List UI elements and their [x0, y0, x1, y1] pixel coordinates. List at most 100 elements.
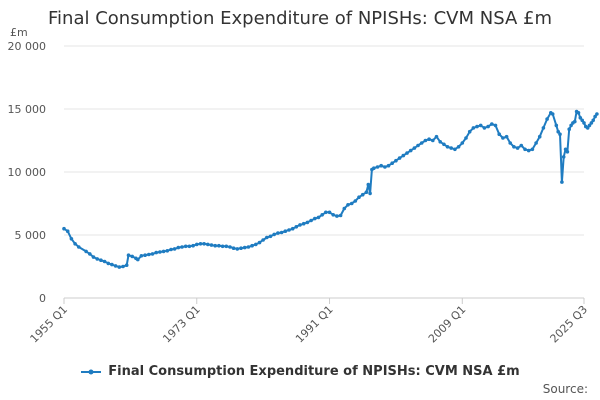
data-point[interactable] [576, 111, 581, 115]
data-point[interactable] [327, 210, 332, 215]
data-point[interactable] [364, 190, 369, 194]
data-point[interactable] [423, 138, 428, 143]
data-point[interactable] [298, 223, 302, 227]
data-point[interactable] [558, 132, 562, 136]
data-point[interactable] [534, 141, 538, 145]
data-point[interactable] [84, 249, 88, 254]
data-point[interactable] [147, 252, 151, 257]
data-point[interactable] [486, 124, 490, 129]
data-point[interactable] [519, 143, 524, 148]
data-point[interactable] [294, 225, 299, 229]
data-point[interactable] [261, 238, 265, 242]
data-point[interactable] [580, 118, 584, 123]
data-point[interactable] [508, 141, 512, 145]
data-point[interactable] [95, 257, 99, 261]
data-point[interactable] [537, 134, 542, 139]
data-point[interactable] [390, 161, 395, 165]
data-point[interactable] [501, 136, 505, 140]
data-point[interactable] [121, 264, 125, 269]
data-point[interactable] [198, 242, 203, 246]
data-point[interactable] [209, 243, 214, 247]
data-point[interactable] [88, 252, 92, 256]
data-point[interactable] [338, 213, 343, 218]
data-point[interactable] [287, 228, 291, 232]
data-point[interactable] [161, 249, 166, 254]
data-point[interactable] [220, 244, 225, 249]
data-point[interactable] [172, 247, 177, 251]
data-point[interactable] [202, 242, 206, 246]
data-point[interactable] [349, 201, 354, 206]
data-point[interactable] [154, 250, 158, 255]
data-point[interactable] [320, 213, 325, 217]
data-point[interactable] [375, 165, 380, 169]
data-point[interactable] [595, 112, 599, 116]
data-point[interactable] [77, 245, 81, 249]
data-point[interactable] [442, 142, 446, 147]
data-point[interactable] [512, 145, 516, 149]
data-point[interactable] [482, 126, 487, 130]
data-point[interactable] [165, 249, 170, 253]
data-point[interactable] [126, 253, 131, 257]
data-point[interactable] [73, 242, 77, 246]
data-point[interactable] [475, 124, 479, 129]
data-point[interactable] [158, 250, 162, 254]
data-point[interactable] [561, 155, 566, 159]
data-point[interactable] [235, 247, 240, 251]
data-point[interactable] [136, 257, 140, 262]
data-point[interactable] [578, 116, 583, 120]
data-point[interactable] [431, 138, 435, 143]
data-point[interactable] [464, 136, 468, 140]
data-point[interactable] [143, 253, 147, 257]
data-point[interactable] [228, 245, 232, 249]
data-point[interactable] [504, 134, 509, 139]
data-point[interactable] [419, 141, 424, 145]
legend[interactable]: Final Consumption Expenditure of NPISHs:… [0, 364, 600, 379]
data-point[interactable] [342, 206, 347, 211]
data-point[interactable] [130, 254, 134, 259]
data-point[interactable] [515, 146, 520, 150]
data-point[interactable] [102, 259, 107, 264]
data-point[interactable] [383, 165, 387, 169]
data-point[interactable] [246, 245, 251, 249]
data-point[interactable] [357, 195, 361, 199]
data-point[interactable] [408, 148, 413, 153]
data-point[interactable] [62, 226, 66, 231]
data-point[interactable] [183, 244, 188, 249]
data-point[interactable] [265, 235, 269, 240]
data-point[interactable] [242, 245, 247, 250]
data-point[interactable] [353, 199, 358, 203]
data-point[interactable] [394, 158, 398, 163]
data-point[interactable] [591, 118, 595, 123]
data-point[interactable] [257, 240, 262, 245]
data-point[interactable] [530, 147, 535, 152]
data-point[interactable] [445, 145, 450, 149]
data-point[interactable] [434, 134, 439, 139]
data-point[interactable] [316, 215, 321, 220]
data-point[interactable] [217, 243, 221, 248]
data-point[interactable] [405, 151, 409, 155]
data-point[interactable] [110, 262, 114, 267]
data-point[interactable] [412, 146, 417, 150]
data-point[interactable] [169, 247, 173, 252]
data-point[interactable] [372, 166, 376, 170]
data-point[interactable] [478, 123, 483, 128]
data-point[interactable] [438, 140, 443, 144]
data-point[interactable] [368, 191, 372, 196]
data-point[interactable] [113, 264, 118, 268]
data-point[interactable] [573, 119, 577, 124]
data-point[interactable] [560, 180, 564, 184]
data-point[interactable] [587, 123, 592, 128]
data-point[interactable] [305, 220, 310, 225]
data-point[interactable] [471, 126, 476, 130]
data-point[interactable] [563, 147, 568, 152]
data-point[interactable] [490, 122, 494, 126]
data-point[interactable] [176, 245, 181, 250]
data-point[interactable] [335, 214, 339, 218]
data-point[interactable] [493, 123, 498, 128]
data-point[interactable] [117, 265, 122, 269]
data-point[interactable] [65, 229, 70, 233]
data-point[interactable] [523, 147, 527, 152]
data-point[interactable] [191, 243, 195, 248]
data-point[interactable] [386, 163, 391, 168]
data-point[interactable] [231, 246, 236, 250]
